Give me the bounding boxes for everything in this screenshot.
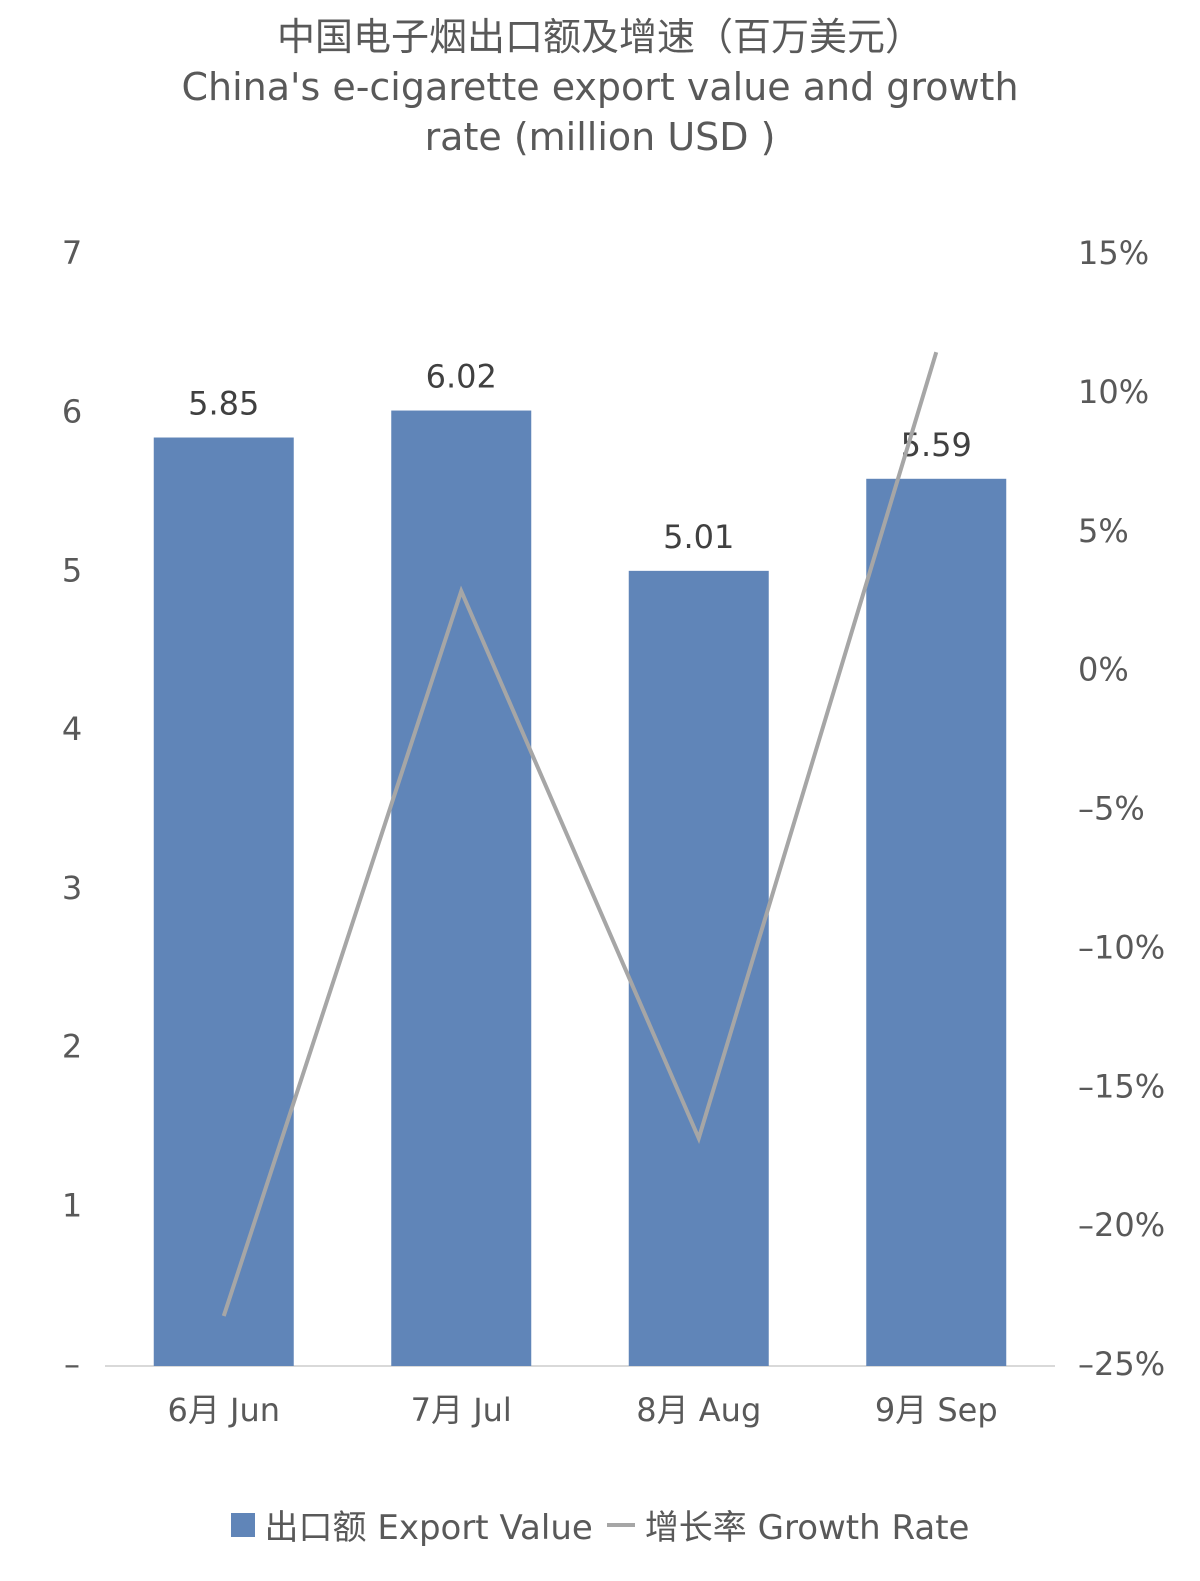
chart-subtitle: China's e-cigarette export value and gro… bbox=[181, 65, 1019, 159]
legend-label: 出口额 Export Value bbox=[264, 1508, 593, 1548]
y-tick-label: 2 bbox=[62, 1028, 82, 1066]
y2-tick-label: 5% bbox=[1078, 512, 1129, 550]
legend-label: 增长率 Growth Rate bbox=[644, 1508, 970, 1548]
y2-tick-label: –25% bbox=[1078, 1345, 1165, 1383]
y-tick-label: 1 bbox=[62, 1186, 82, 1224]
y2-tick-label: –15% bbox=[1078, 1067, 1165, 1105]
y2-tick-label: –5% bbox=[1078, 790, 1145, 828]
chart-title: 中国电子烟出口额及增速（百万美元） bbox=[276, 15, 923, 59]
y2-tick-label: –20% bbox=[1078, 1206, 1165, 1244]
bar bbox=[153, 437, 294, 1366]
y-tick-label: – bbox=[64, 1345, 80, 1383]
y-tick-label: 3 bbox=[62, 869, 82, 907]
value-label: 5.85 bbox=[188, 385, 259, 423]
y-tick-label: 4 bbox=[62, 710, 82, 748]
y2-tick-label: 10% bbox=[1078, 373, 1149, 411]
y2-tick-label: 15% bbox=[1078, 234, 1149, 272]
legend-swatch bbox=[230, 1512, 255, 1537]
legend-swatch bbox=[606, 1522, 635, 1527]
y-tick-label: 7 bbox=[62, 234, 82, 272]
y2-tick-label: –10% bbox=[1078, 928, 1165, 966]
value-label: 6.02 bbox=[426, 358, 497, 396]
x-tick-label: 9月 Sep bbox=[875, 1391, 998, 1429]
x-tick-label: 7月 Jul bbox=[411, 1391, 512, 1429]
bar bbox=[628, 570, 769, 1366]
bar bbox=[391, 410, 532, 1366]
legend-item: 出口额 Export Value bbox=[230, 1500, 593, 1549]
bar bbox=[866, 478, 1007, 1367]
y-tick-label: 6 bbox=[62, 393, 82, 431]
growth-line bbox=[221, 351, 939, 1317]
titles: 中国电子烟出口额及增速（百万美元） China's e-cigarette ex… bbox=[0, 12, 1200, 162]
x-tick-label: 6月 Jun bbox=[167, 1391, 280, 1429]
y2-tick-label: 0% bbox=[1078, 651, 1129, 689]
legend: 出口额 Export Value 增长率 Growth Rate bbox=[0, 1500, 1200, 1549]
y-tick-label: 5 bbox=[62, 551, 82, 589]
value-label: 5.01 bbox=[663, 518, 734, 556]
legend-item: 增长率 Growth Rate bbox=[606, 1500, 970, 1549]
x-tick-label: 8月 Aug bbox=[636, 1391, 761, 1429]
